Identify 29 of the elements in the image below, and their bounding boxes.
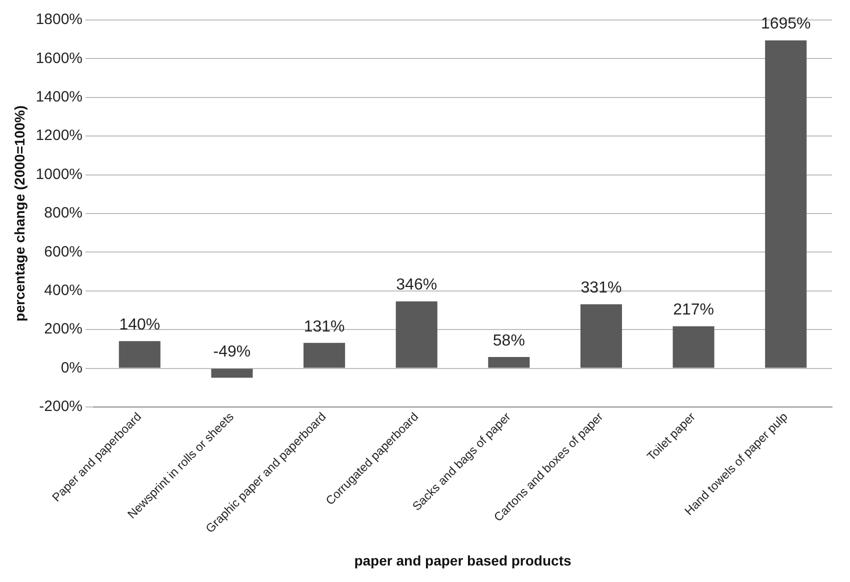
- y-axis-title: percentage change (2000=100%): [11, 106, 28, 322]
- bar: [118, 341, 160, 368]
- x-axis-title: paper and paper based products: [354, 552, 572, 568]
- y-tick-label: 800%: [44, 204, 83, 222]
- data-label: 131%: [304, 318, 345, 336]
- data-label: 346%: [396, 276, 438, 294]
- bar: [211, 368, 253, 378]
- data-label: 331%: [580, 280, 622, 297]
- bar: [580, 304, 622, 368]
- y-tick-label: 0%: [60, 359, 83, 376]
- y-tick-label: 1800%: [36, 11, 83, 28]
- bar: [765, 40, 807, 368]
- bar: [488, 357, 530, 368]
- data-label: 58%: [492, 332, 525, 350]
- y-tick-label: 200%: [44, 320, 83, 338]
- data-label: 217%: [673, 302, 714, 319]
- data-label: 140%: [119, 316, 160, 334]
- y-tick-label: 600%: [44, 243, 83, 260]
- bar: [396, 301, 438, 368]
- y-tick-label: 1600%: [36, 50, 83, 67]
- data-label: -49%: [213, 344, 251, 361]
- bar: [672, 326, 714, 368]
- y-tick-label: -200%: [39, 398, 83, 416]
- data-label: 1695%: [760, 16, 811, 33]
- y-tick-label: 1000%: [36, 166, 83, 183]
- y-tick-label: 1400%: [36, 88, 83, 106]
- y-tick-label: 400%: [44, 282, 83, 300]
- bar: [304, 342, 346, 368]
- y-tick-label: 1200%: [36, 127, 83, 144]
